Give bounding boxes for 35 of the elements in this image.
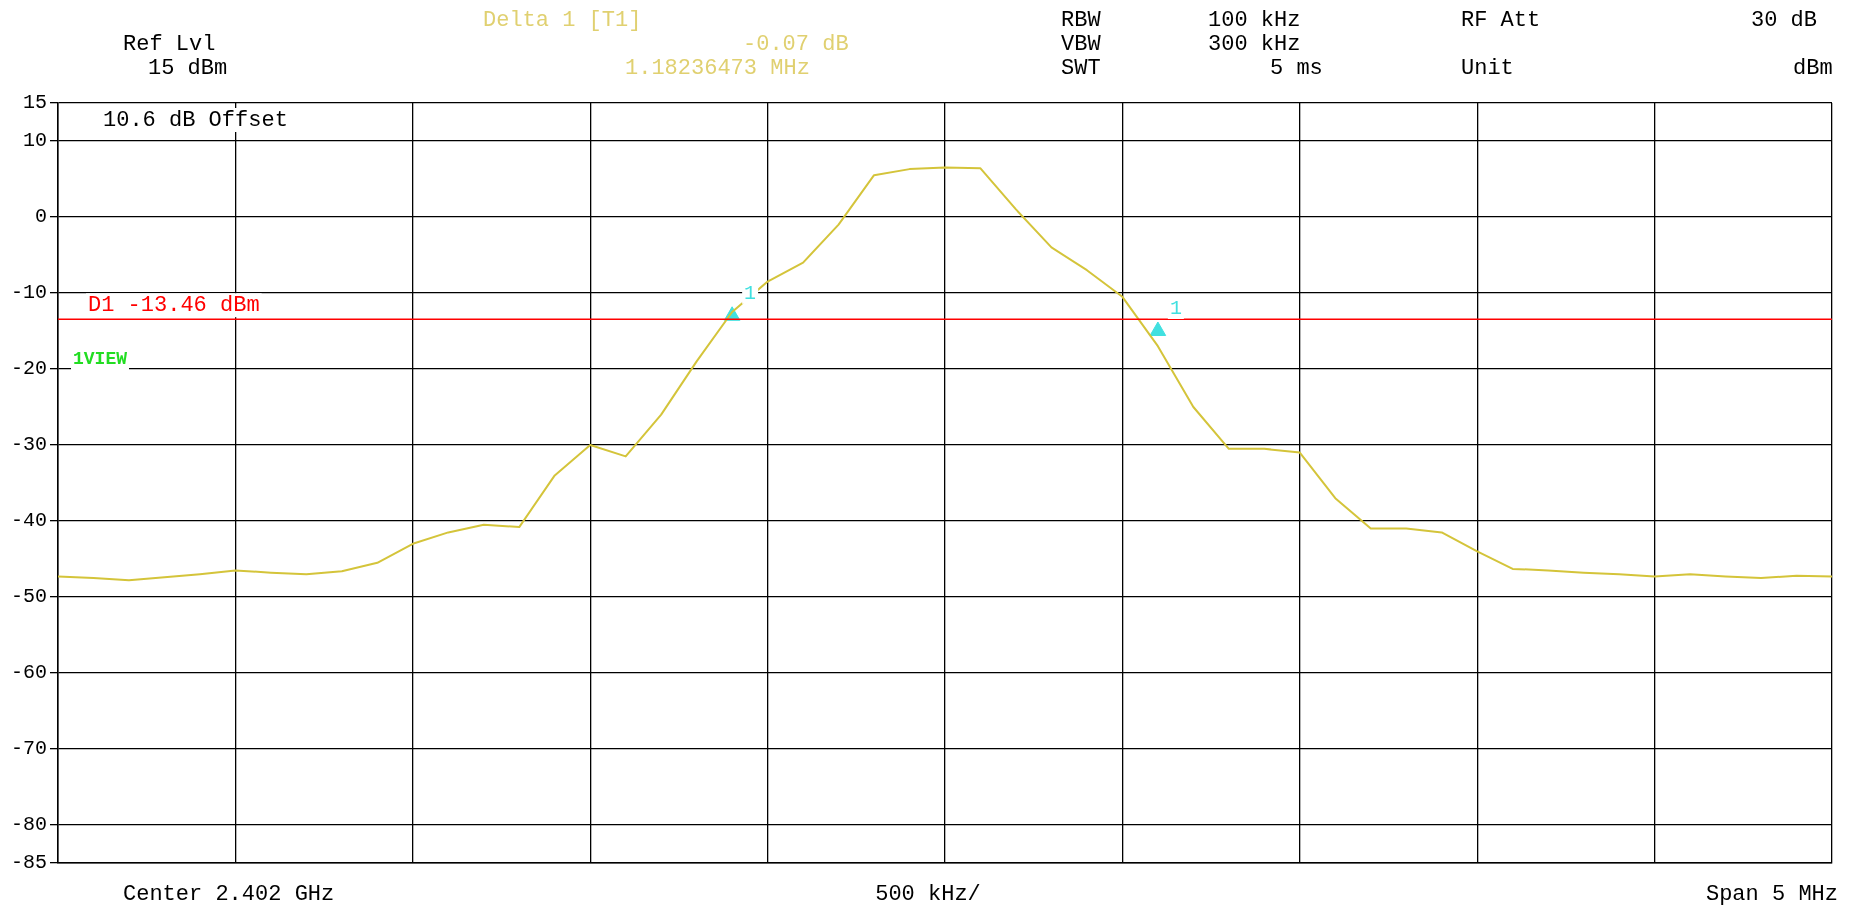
- text: VBW: [1061, 32, 1101, 57]
- annotation: 10.6 dB Offset: [103, 107, 288, 133]
- text: dBm: [1793, 56, 1833, 81]
- y-tick-label: -40: [10, 509, 48, 533]
- text: 15 dBm: [148, 56, 228, 81]
- y-tick-label: -70: [10, 737, 48, 761]
- y-tick-label: 0: [34, 205, 48, 229]
- y-tick-label: -85: [10, 851, 48, 875]
- text: Ref Lvl: [123, 32, 216, 57]
- y-tick-label: -60: [10, 661, 48, 685]
- text: Center 2.402 GHz: [123, 882, 335, 907]
- text: 30 dB: [1751, 8, 1818, 33]
- annotation: 1: [1169, 297, 1182, 321]
- y-tick-label: 10: [22, 129, 48, 153]
- text: RF Att: [1461, 8, 1541, 33]
- text: 1.18236473 MHz: [625, 56, 810, 81]
- y-tick-label: -50: [10, 585, 48, 609]
- annotation: 1VIEW: [73, 348, 128, 369]
- text: RBW: [1061, 8, 1101, 33]
- text: 500 kHz/: [875, 882, 981, 907]
- text: Unit: [1461, 56, 1514, 81]
- text: SWT: [1061, 56, 1101, 81]
- text: 5 ms: [1270, 56, 1323, 81]
- text: 300 kHz: [1208, 32, 1301, 57]
- ref-line-label: D1 -13.46 dBm: [88, 293, 260, 319]
- annotation: 1: [744, 282, 757, 306]
- text: 100 kHz: [1208, 8, 1301, 33]
- y-tick-label: -30: [10, 433, 48, 457]
- y-tick-label: -20: [10, 357, 48, 381]
- text: Span 5 MHz: [1705, 882, 1838, 907]
- y-tick-label: 15: [22, 91, 48, 115]
- y-tick-label: -80: [10, 813, 48, 837]
- text: -0.07 dB: [743, 32, 849, 57]
- y-tick-label: -10: [10, 281, 48, 305]
- text: Delta 1 [T1]: [483, 8, 642, 33]
